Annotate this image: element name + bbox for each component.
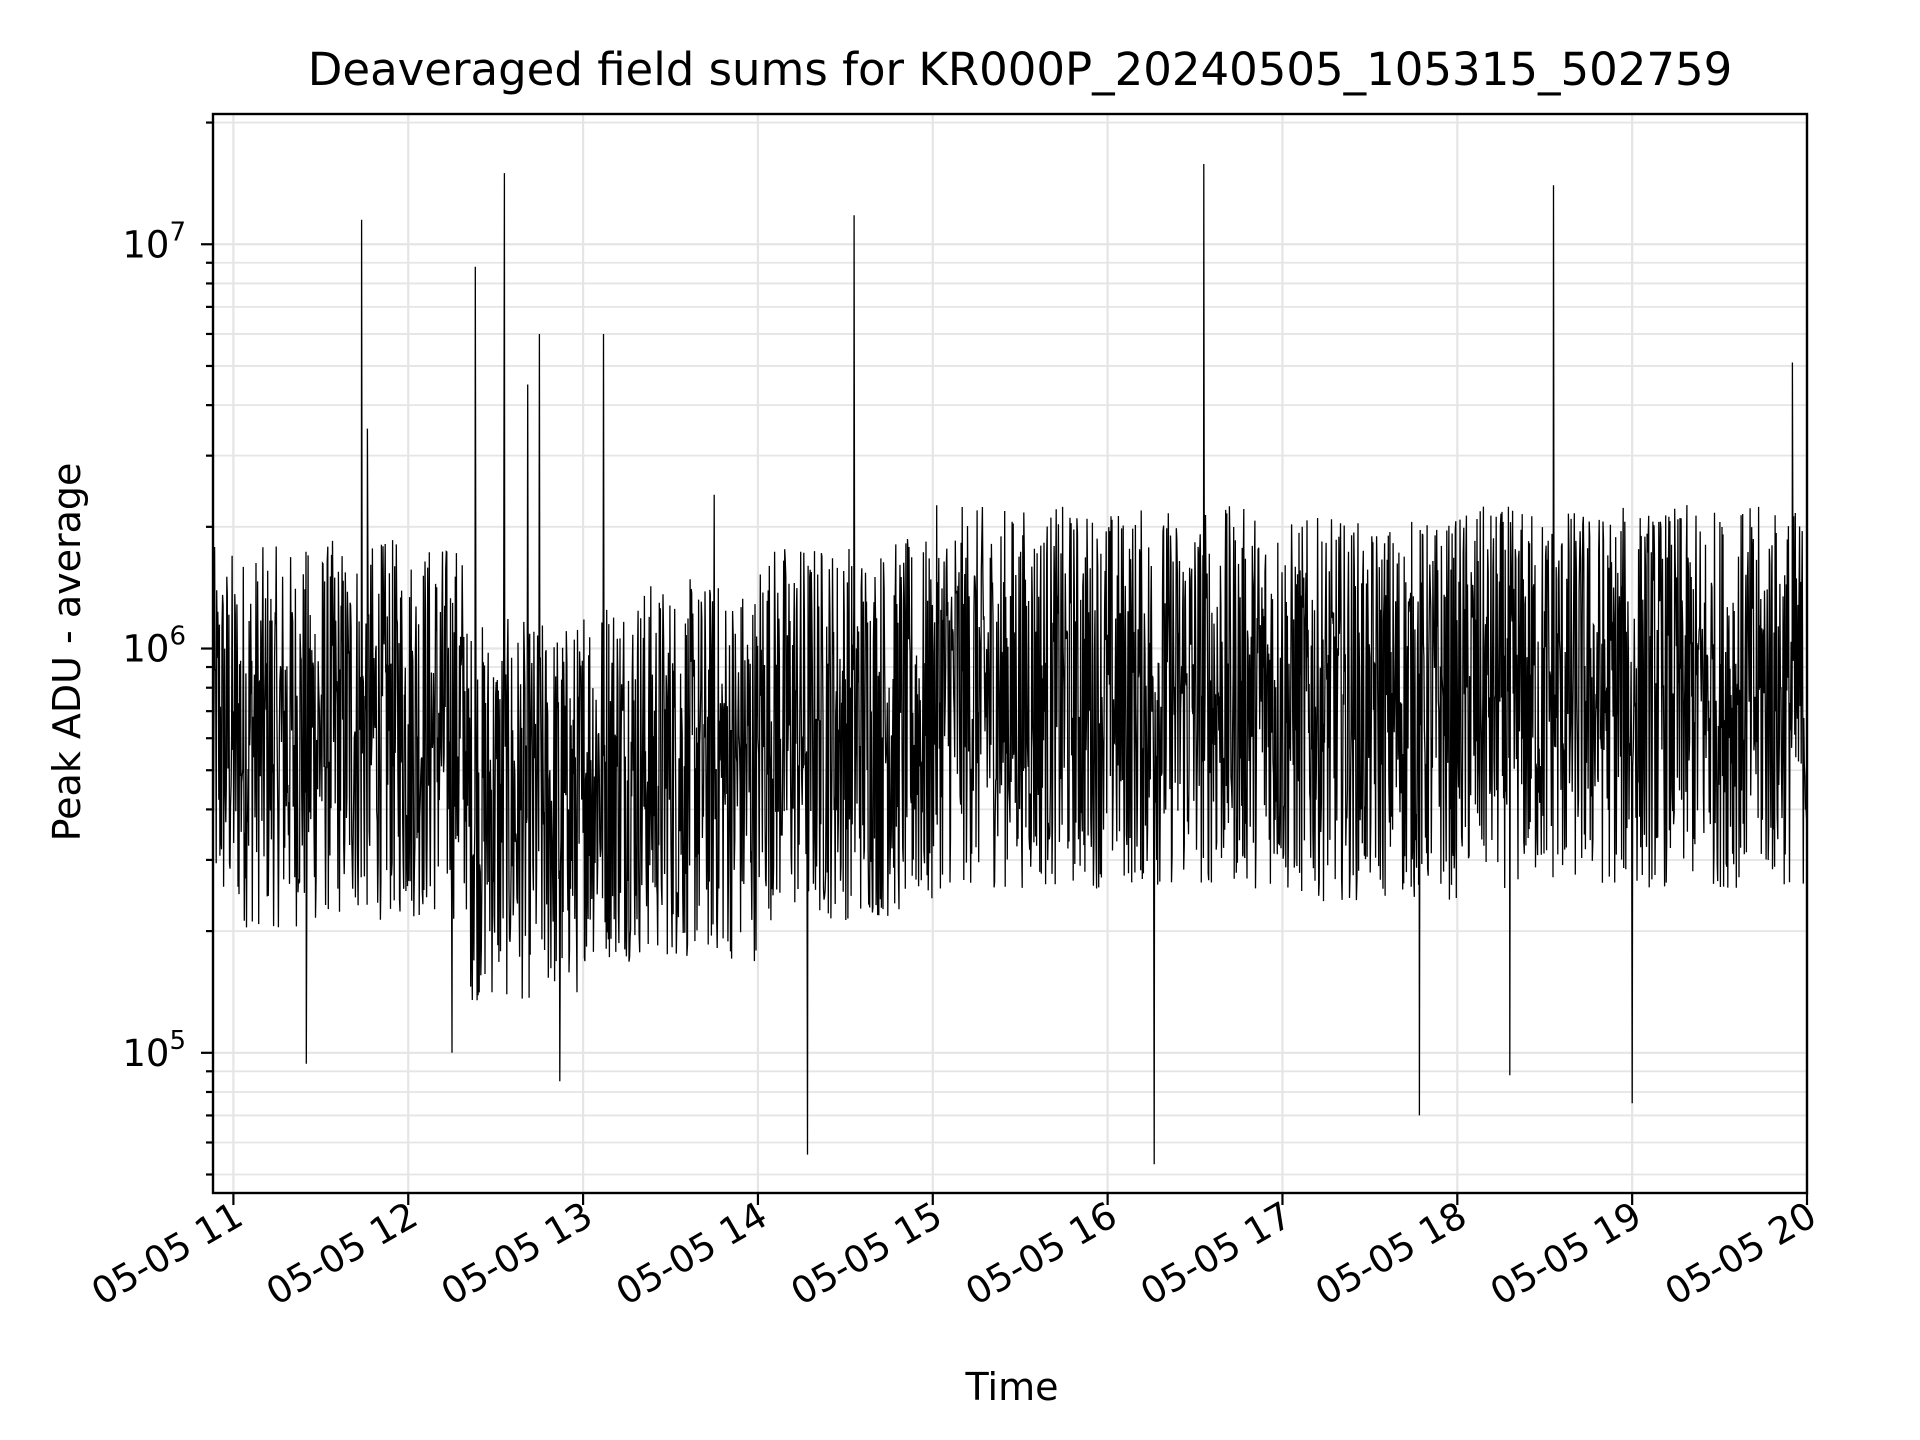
plot-area [212, 163, 1808, 1165]
y-tick-label: 106 [122, 622, 186, 671]
x-tick-label: 05-05 16 [959, 1194, 1125, 1314]
x-tick-label: 05-05 15 [784, 1194, 950, 1314]
x-tick-label: 05-05 13 [434, 1194, 600, 1314]
x-tick-label: 05-05 11 [84, 1194, 250, 1314]
axes-frame [211, 112, 1809, 1195]
x-tick-label: 05-05 20 [1658, 1194, 1824, 1314]
x-tick-label: 05-05 14 [609, 1194, 775, 1314]
x-tick-label: 05-05 19 [1483, 1194, 1649, 1314]
x-axis: 05-05 11 05-05 12 05-05 13 05-05 14 05-05 15… [84, 1193, 1824, 1314]
x-tick-label: 05-05 12 [259, 1194, 425, 1314]
series-line [212, 163, 1808, 1165]
x-tick-label: 05-05 18 [1308, 1194, 1474, 1314]
y-tick-label: 107 [122, 217, 186, 266]
chart-title: Deaveraged field sums for KR000P_2024050… [308, 43, 1732, 96]
y-axis-label: Peak ADU - average [45, 463, 89, 842]
y-tick-label: 105 [122, 1026, 186, 1075]
y-axis: 105 106 107 [122, 121, 213, 1176]
x-tick-label: 05-05 17 [1133, 1194, 1299, 1314]
x-axis-label: Time [965, 1365, 1059, 1409]
